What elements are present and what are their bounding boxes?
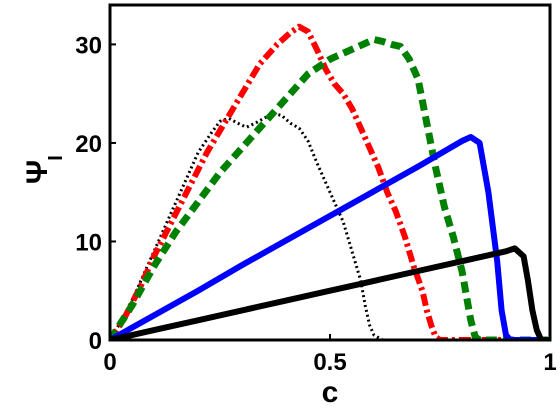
y-axis-label-group: Ψ (21, 160, 54, 184)
x-tick-label: 0 (103, 349, 116, 376)
series-layer (110, 23, 550, 340)
y-axis-label-subscript: I (45, 155, 67, 161)
series-line-4 (110, 134, 550, 340)
y-axis-label: Ψ (21, 160, 54, 184)
x-tick-label: 0.5 (313, 349, 346, 376)
y-axis-subscript-group: I (45, 155, 67, 161)
series-line-2 (110, 23, 550, 340)
series-line-3 (110, 36, 550, 340)
y-tick-label: 30 (75, 32, 102, 59)
x-tick-label: 1 (543, 349, 556, 376)
y-tick-label: 20 (75, 131, 102, 158)
x-axis-label: c (322, 376, 339, 409)
y-tick-label: 0 (89, 328, 102, 355)
y-tick-label: 10 (75, 229, 102, 256)
series-line-5 (110, 245, 550, 340)
